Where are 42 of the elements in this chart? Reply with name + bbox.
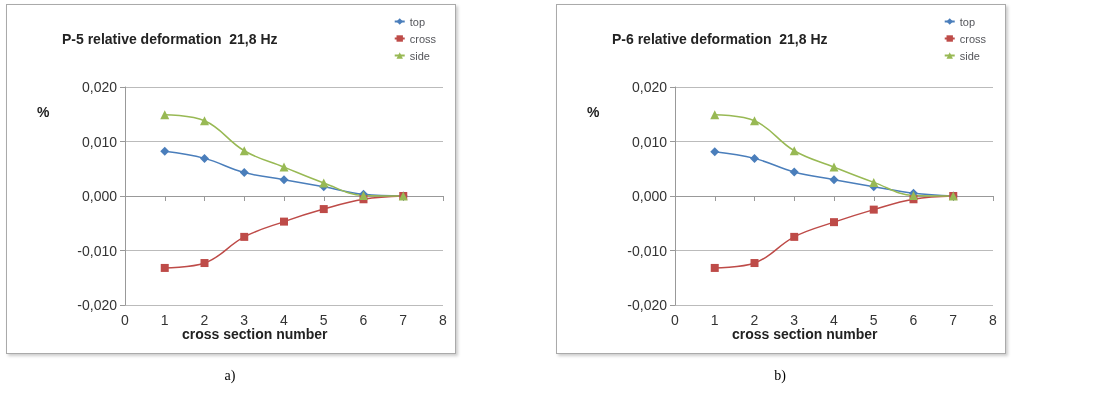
x-tick-label: 8 bbox=[989, 312, 998, 328]
x-axis-title: cross section number bbox=[182, 326, 329, 342]
x-tick-label: 2 bbox=[200, 312, 209, 328]
chart-title: P-6 relative deformation 21,8 Hz bbox=[612, 31, 828, 47]
x-axis-title: cross section number bbox=[732, 326, 879, 342]
x-tick-label: 6 bbox=[359, 312, 368, 328]
x-tick-label: 1 bbox=[160, 312, 169, 328]
y-tick-label: 0,010 bbox=[81, 133, 118, 150]
text: b) bbox=[773, 368, 787, 384]
x-tick-label: 3 bbox=[790, 312, 799, 328]
legend-label: cross bbox=[409, 32, 437, 45]
legend-label: side bbox=[409, 49, 430, 62]
x-tick-label: 3 bbox=[240, 312, 249, 328]
legend-label: top bbox=[409, 15, 426, 28]
x-tick-label: 0 bbox=[121, 312, 130, 328]
x-tick-label: 4 bbox=[280, 312, 289, 328]
x-tick-label: 4 bbox=[830, 312, 839, 328]
text: a) bbox=[223, 368, 237, 384]
x-tick-label: 0 bbox=[671, 312, 680, 328]
y-axis-title: % bbox=[587, 104, 600, 120]
y-tick-label: 0,010 bbox=[631, 133, 668, 150]
y-tick-label: -0,010 bbox=[627, 242, 668, 259]
y-tick-label: 0,020 bbox=[631, 79, 668, 95]
y-tick-label: -0,020 bbox=[627, 297, 668, 313]
x-tick-label: 1 bbox=[710, 312, 719, 328]
x-tick-label: 5 bbox=[319, 312, 328, 328]
x-tick-label: 6 bbox=[909, 312, 918, 328]
y-tick-label: -0,020 bbox=[77, 297, 118, 313]
y-axis-title: % bbox=[37, 104, 50, 120]
y-tick-label: -0,010 bbox=[77, 242, 118, 259]
chart-title: P-5 relative deformation 21,8 Hz bbox=[62, 31, 278, 47]
legend-label: cross bbox=[959, 32, 987, 45]
y-tick-label: 0,020 bbox=[81, 79, 118, 95]
x-tick-label: 7 bbox=[949, 312, 958, 328]
x-tick-label: 7 bbox=[399, 312, 408, 328]
x-tick-label: 8 bbox=[439, 312, 448, 328]
legend-label: top bbox=[959, 15, 976, 28]
x-tick-label: 5 bbox=[869, 312, 878, 328]
y-tick-label: 0,000 bbox=[81, 188, 118, 204]
x-tick-label: 2 bbox=[750, 312, 759, 328]
legend-label: side bbox=[959, 49, 980, 62]
y-tick-label: 0,000 bbox=[631, 188, 668, 204]
